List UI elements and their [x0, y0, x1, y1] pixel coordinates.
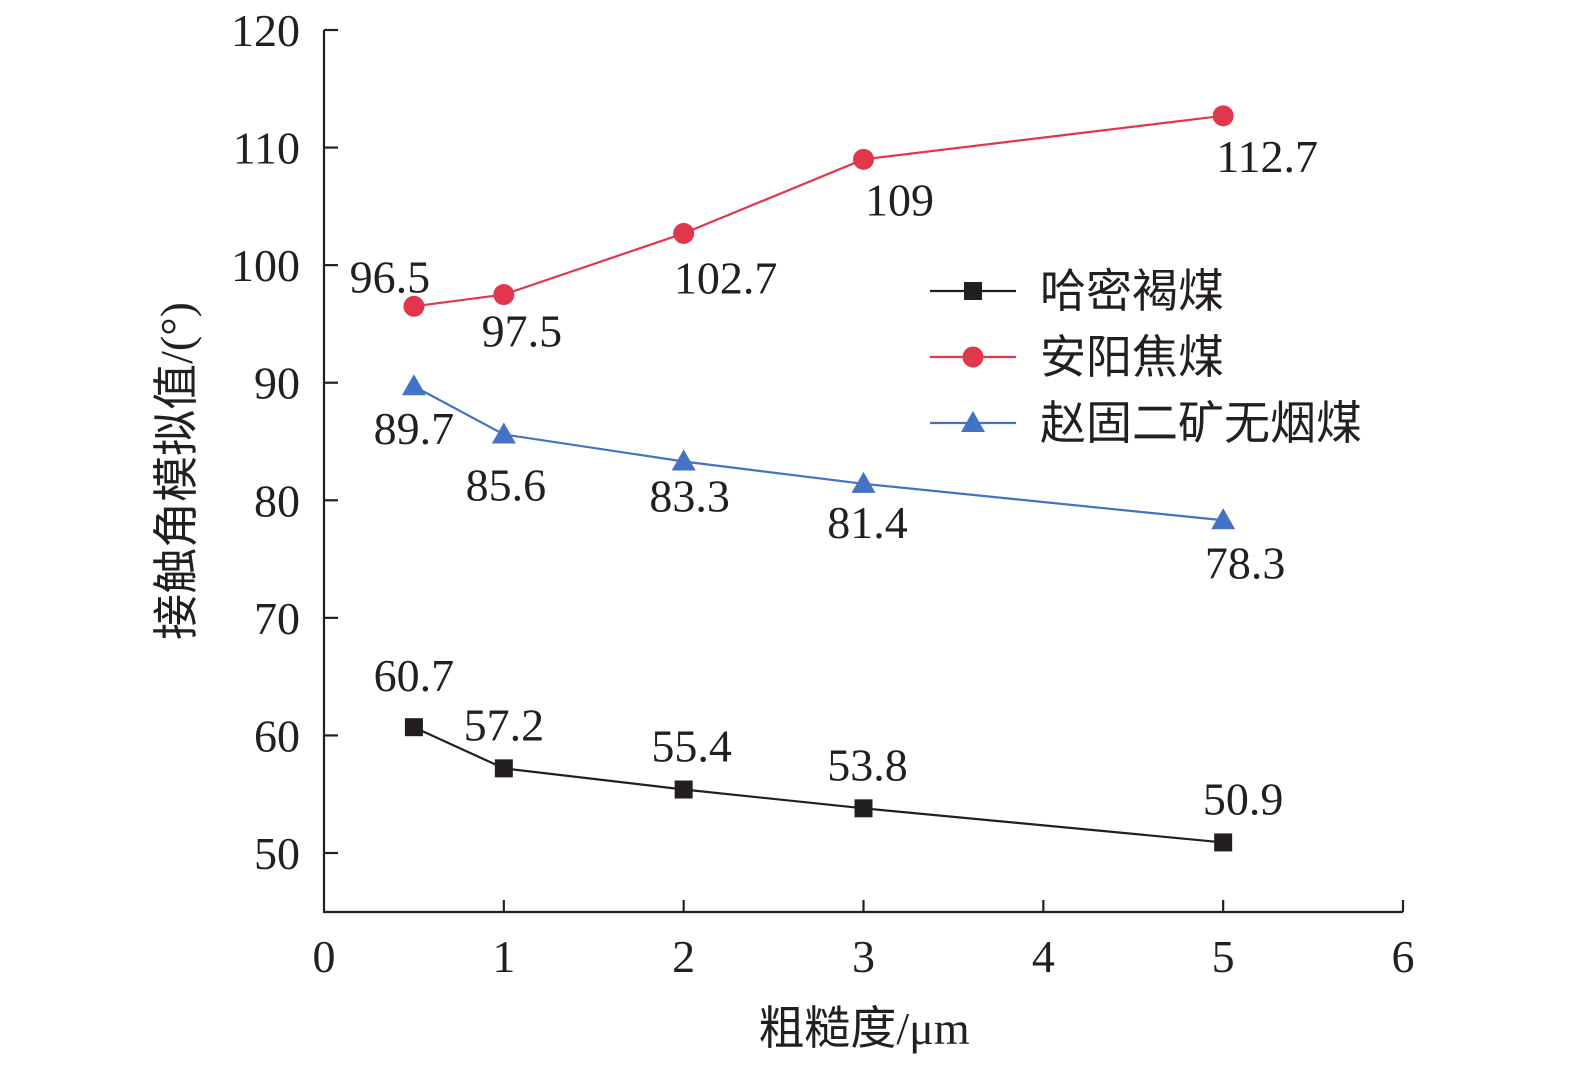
legend-item-1: 哈密褐煤	[930, 266, 1224, 317]
y-tick-label: 100	[231, 240, 300, 291]
series-3	[401, 374, 1236, 530]
legend-label: 哈密褐煤	[1040, 266, 1224, 317]
legend-marker	[962, 346, 984, 368]
legend-label: 安阳焦煤	[1040, 332, 1224, 383]
data-point-marker	[1212, 105, 1234, 127]
data-point-marker	[1214, 833, 1233, 852]
series-1	[404, 718, 1233, 852]
data-label: 97.5	[482, 306, 563, 357]
x-tick-label: 6	[1392, 931, 1415, 982]
series-2	[403, 105, 1234, 317]
x-tick-label: 5	[1212, 931, 1235, 982]
data-label: 96.5	[350, 251, 431, 302]
data-point-marker	[403, 295, 425, 317]
x-tick-label: 4	[1032, 931, 1055, 982]
data-label: 57.2	[464, 699, 545, 750]
data-point-marker	[674, 780, 693, 799]
legend-item-3: 赵固二矿无烟煤	[930, 398, 1362, 449]
data-point-marker	[404, 718, 423, 737]
series-layer	[401, 105, 1236, 852]
data-labels: 60.757.2 55.4 53.8 50.9 96.5 97.5 102.7 109 112.…	[350, 131, 1318, 825]
data-label: 102.7	[674, 252, 778, 303]
data-point-marker	[854, 799, 873, 818]
data-point-marker	[673, 222, 695, 244]
data-label: 81.4	[827, 497, 908, 548]
data-point-marker	[853, 148, 874, 170]
y-tick-label: 70	[254, 593, 300, 644]
data-label: 85.6	[466, 459, 547, 510]
y-tick-label: 80	[254, 475, 300, 526]
data-point-marker	[491, 422, 516, 444]
legend-item-2: 安阳焦煤	[930, 332, 1224, 383]
data-label: 89.7	[374, 403, 455, 454]
legend-marker	[964, 282, 982, 300]
x-ticks: 0 1 2 3 4 5 6	[313, 900, 1415, 982]
y-tick-label: 110	[233, 123, 300, 174]
data-label: 109	[865, 174, 934, 225]
data-label: 78.3	[1205, 537, 1286, 588]
y-ticks: 50 60 70 80 90 100 110 120	[231, 5, 338, 879]
data-point-marker	[493, 284, 515, 306]
y-axis-title: 接触角模拟值/(°)	[151, 302, 202, 640]
data-label: 60.7	[374, 650, 455, 701]
legend-marker	[961, 411, 985, 432]
y-tick-label: 50	[254, 828, 300, 879]
y-tick-label: 60	[254, 710, 300, 761]
data-label: 112.7	[1216, 131, 1318, 182]
x-tick-label: 0	[313, 931, 336, 982]
data-point-marker	[851, 471, 876, 493]
data-label: 55.4	[651, 721, 732, 772]
legend-label: 赵固二矿无烟煤	[1040, 398, 1362, 449]
data-point-marker	[671, 449, 696, 471]
data-label: 53.8	[827, 739, 908, 790]
data-point-marker	[401, 374, 426, 396]
y-tick-label: 120	[231, 5, 300, 56]
data-label: 50.9	[1203, 773, 1284, 824]
data-label: 83.3	[649, 470, 730, 521]
x-axis-title: 粗糙度/μm	[758, 1003, 969, 1054]
x-tick-label: 2	[672, 931, 695, 982]
y-tick-label: 90	[254, 358, 300, 409]
data-point-marker	[1211, 508, 1236, 530]
data-point-marker	[494, 759, 513, 778]
x-tick-label: 1	[492, 931, 515, 982]
x-tick-label: 3	[852, 931, 875, 982]
